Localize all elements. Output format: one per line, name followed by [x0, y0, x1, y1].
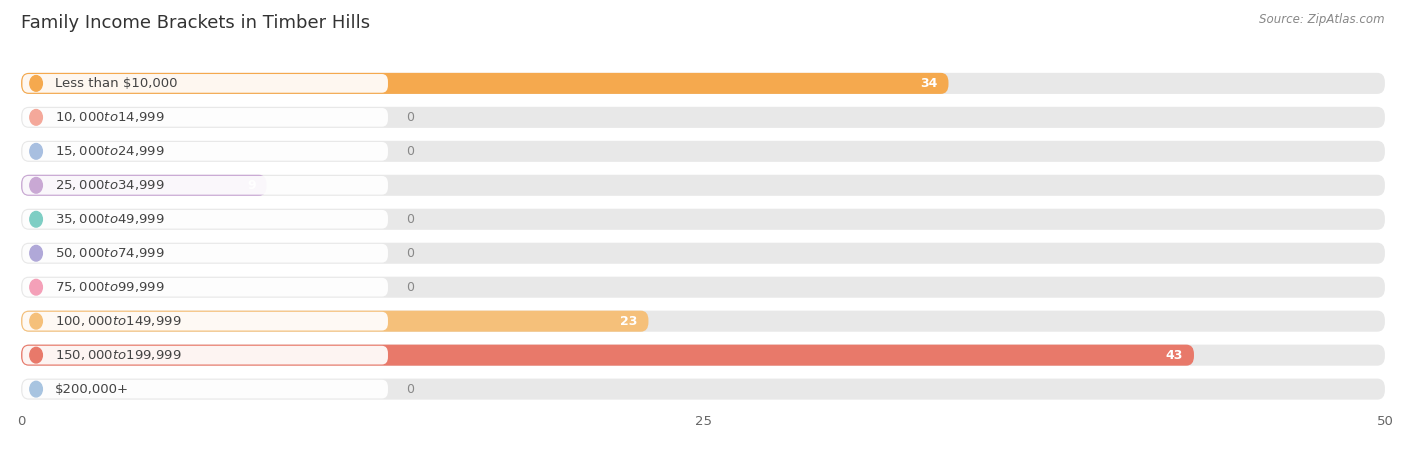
FancyBboxPatch shape: [22, 380, 388, 398]
Text: 9: 9: [247, 179, 256, 192]
Text: 23: 23: [620, 315, 637, 328]
FancyBboxPatch shape: [21, 73, 949, 94]
Text: 0: 0: [406, 213, 413, 226]
FancyBboxPatch shape: [22, 142, 388, 161]
Text: 0: 0: [406, 111, 413, 124]
Text: $200,000+: $200,000+: [55, 382, 128, 396]
Text: $100,000 to $149,999: $100,000 to $149,999: [55, 314, 181, 328]
Circle shape: [30, 76, 42, 91]
Circle shape: [30, 212, 42, 227]
Circle shape: [30, 381, 42, 397]
FancyBboxPatch shape: [21, 310, 1385, 332]
Text: $75,000 to $99,999: $75,000 to $99,999: [55, 280, 165, 294]
Circle shape: [30, 109, 42, 125]
FancyBboxPatch shape: [21, 107, 1385, 128]
FancyBboxPatch shape: [21, 73, 1385, 94]
FancyBboxPatch shape: [22, 278, 388, 297]
FancyBboxPatch shape: [22, 176, 388, 195]
Text: Less than $10,000: Less than $10,000: [55, 77, 177, 90]
Text: Family Income Brackets in Timber Hills: Family Income Brackets in Timber Hills: [21, 14, 370, 32]
FancyBboxPatch shape: [21, 175, 1385, 196]
FancyBboxPatch shape: [21, 277, 1385, 298]
Text: 0: 0: [406, 382, 413, 396]
Text: $50,000 to $74,999: $50,000 to $74,999: [55, 246, 165, 260]
Circle shape: [30, 177, 42, 193]
FancyBboxPatch shape: [21, 141, 1385, 162]
Text: Source: ZipAtlas.com: Source: ZipAtlas.com: [1260, 14, 1385, 27]
FancyBboxPatch shape: [21, 175, 267, 196]
Circle shape: [30, 279, 42, 295]
Text: 0: 0: [406, 145, 413, 158]
FancyBboxPatch shape: [22, 244, 388, 263]
FancyBboxPatch shape: [21, 310, 648, 332]
Text: $150,000 to $199,999: $150,000 to $199,999: [55, 348, 181, 362]
Text: $25,000 to $34,999: $25,000 to $34,999: [55, 178, 165, 192]
Circle shape: [30, 144, 42, 159]
FancyBboxPatch shape: [21, 345, 1194, 366]
Text: $35,000 to $49,999: $35,000 to $49,999: [55, 212, 165, 226]
Text: 0: 0: [406, 247, 413, 260]
FancyBboxPatch shape: [22, 74, 388, 93]
FancyBboxPatch shape: [22, 210, 388, 229]
FancyBboxPatch shape: [22, 108, 388, 127]
FancyBboxPatch shape: [22, 312, 388, 330]
FancyBboxPatch shape: [21, 209, 1385, 230]
Text: 34: 34: [920, 77, 938, 90]
FancyBboxPatch shape: [21, 345, 1385, 366]
FancyBboxPatch shape: [21, 243, 1385, 264]
Circle shape: [30, 313, 42, 329]
Text: 0: 0: [406, 281, 413, 294]
Circle shape: [30, 347, 42, 363]
Circle shape: [30, 245, 42, 261]
FancyBboxPatch shape: [22, 346, 388, 365]
Text: $10,000 to $14,999: $10,000 to $14,999: [55, 110, 165, 124]
FancyBboxPatch shape: [21, 378, 1385, 400]
Text: 43: 43: [1166, 349, 1182, 362]
Text: $15,000 to $24,999: $15,000 to $24,999: [55, 144, 165, 158]
